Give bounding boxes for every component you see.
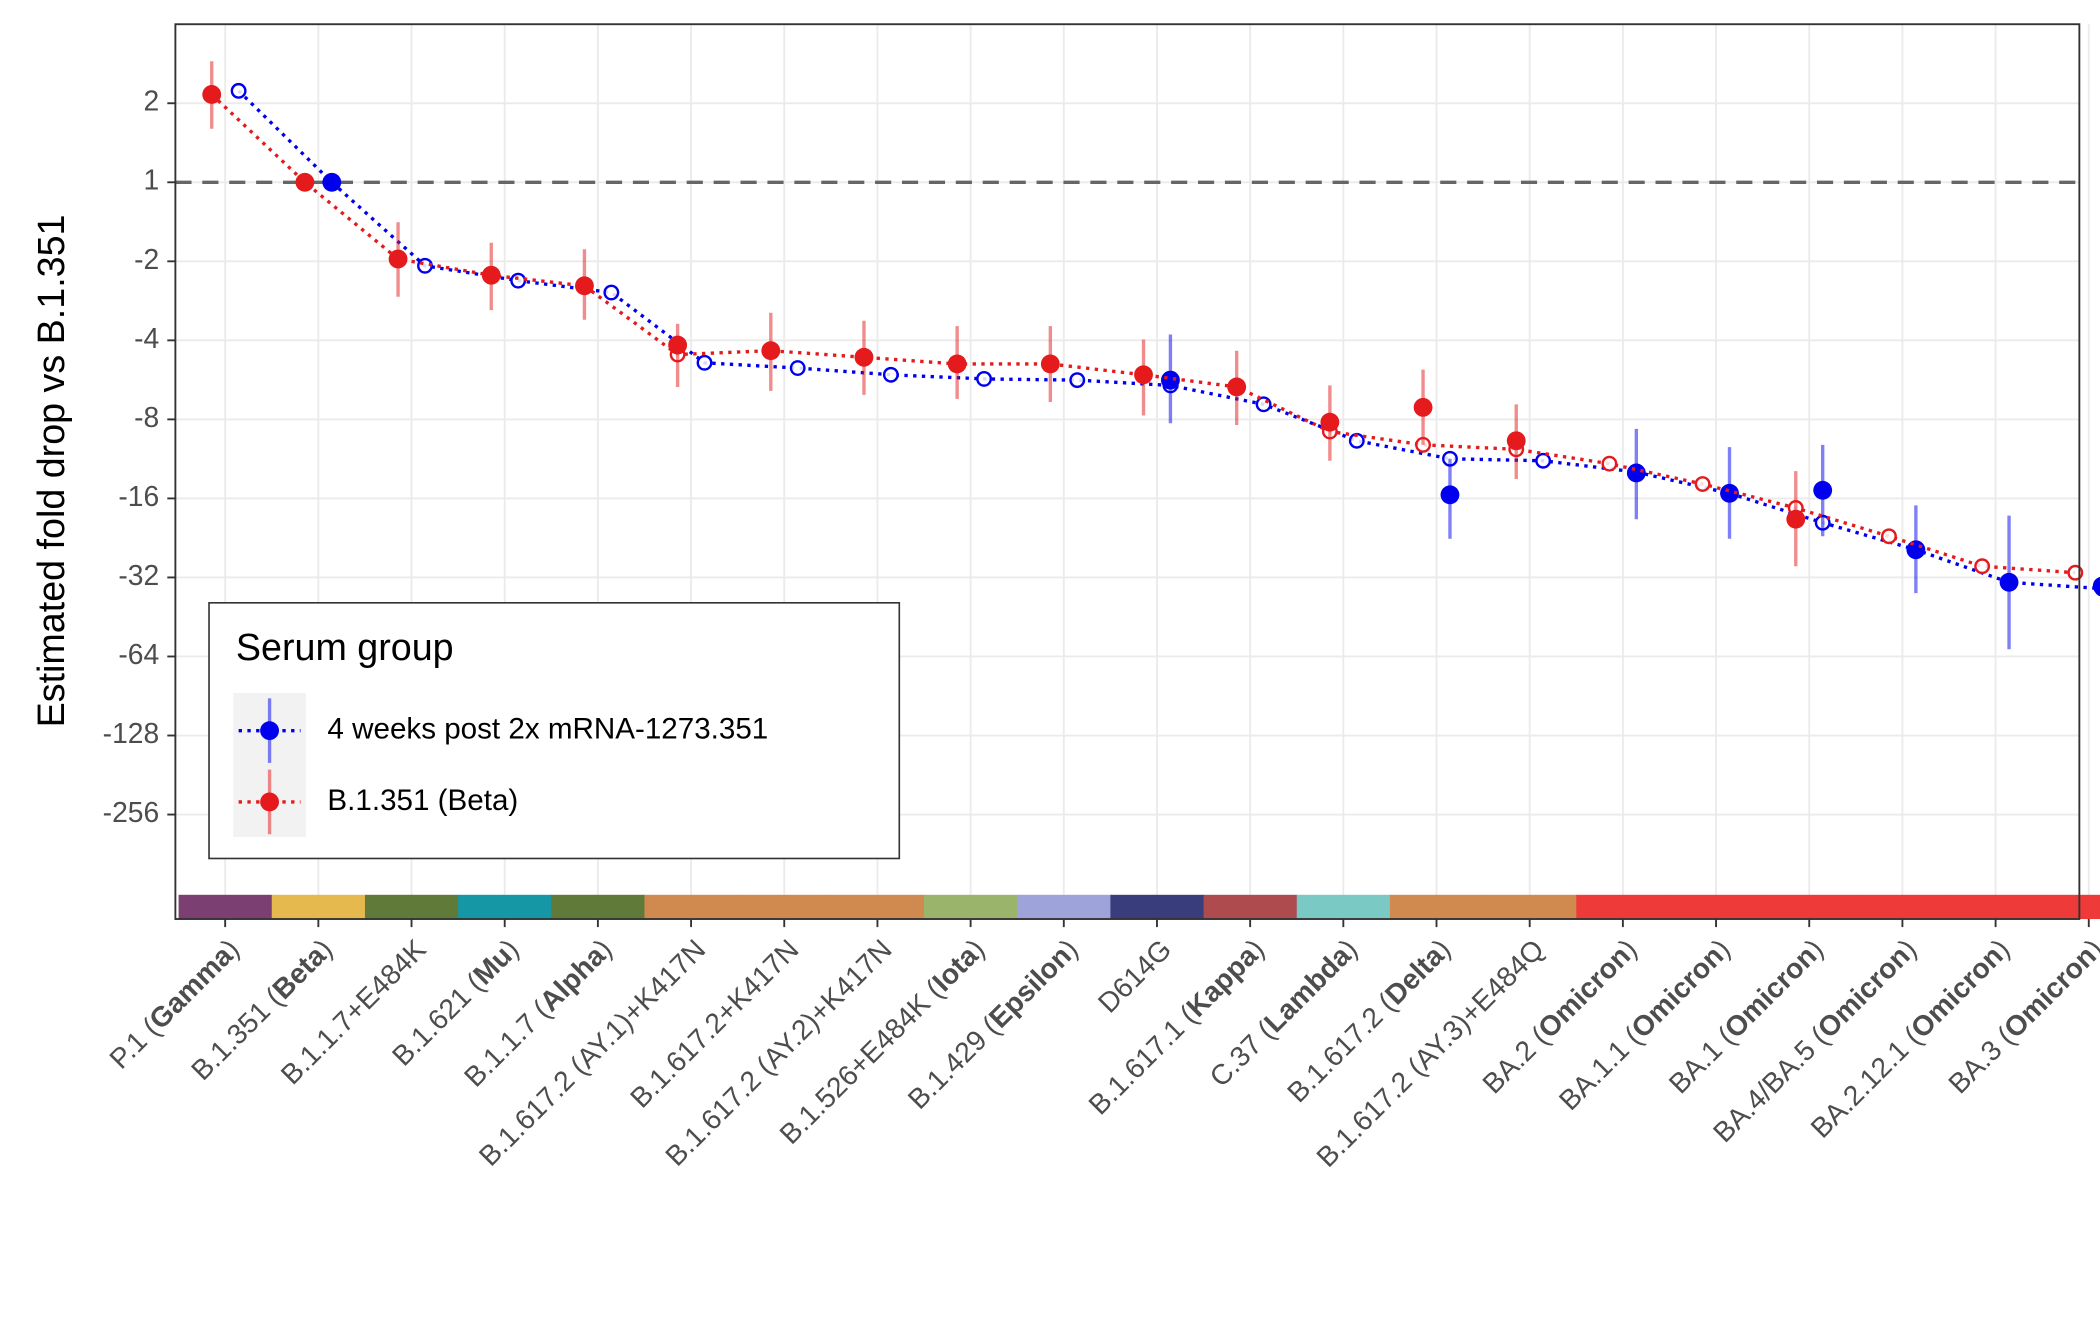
observed-point: [575, 276, 594, 296]
observed-point: [1413, 397, 1433, 417]
legend-point: [260, 721, 279, 741]
observed-point: [1906, 540, 1926, 560]
lineage-strip: [458, 894, 552, 920]
legend-point: [260, 792, 279, 812]
estimate-point: [230, 82, 247, 99]
y-tick-label: 2: [144, 85, 160, 117]
observed-point: [1040, 354, 1060, 374]
observed-point: [388, 249, 408, 269]
observed-point: [295, 172, 315, 192]
lineage-strip: [271, 894, 366, 920]
observed-point: [1161, 370, 1180, 390]
observed-point: [322, 172, 342, 192]
observed-point: [1440, 485, 1460, 505]
observed-point: [1227, 377, 1247, 397]
observed-point: [947, 354, 967, 374]
lineage-strip: [1576, 894, 1671, 920]
y-tick-label: -8: [134, 401, 159, 433]
estimate-point: [976, 370, 993, 387]
observed-point: [761, 341, 781, 361]
estimate-point: [1535, 452, 1552, 469]
lineage-strip: [737, 894, 832, 920]
lineage-strip: [1483, 894, 1577, 920]
panel-border: [174, 23, 2081, 920]
estimate-point: [882, 366, 899, 383]
lineage-strip: [1017, 894, 1112, 920]
estimate-point: [696, 354, 713, 371]
estimate-point: [603, 284, 620, 301]
y-tick-label: 1: [144, 164, 160, 196]
y-tick-label: -4: [134, 322, 159, 354]
y-tick-label: -16: [118, 480, 159, 512]
lineage-strip: [1389, 894, 1484, 920]
plot: [175, 61, 2100, 920]
y-tick-label: -128: [103, 717, 160, 749]
y-tick-label: -64: [118, 638, 159, 670]
lineage-strip: [1949, 894, 2043, 920]
y-tick-label: -2: [134, 243, 159, 275]
lineage-strip: [551, 894, 646, 920]
estimate-point: [789, 360, 806, 376]
lineage-strip: [1762, 894, 1857, 920]
observed-point: [481, 265, 501, 285]
observed-point: [1320, 412, 1340, 432]
lineage-strip: [1203, 894, 1298, 920]
lineage-strip: [830, 894, 925, 920]
lineage-strip: [1110, 894, 1205, 920]
observed-point: [1999, 572, 2019, 592]
observed-point: [1813, 480, 1833, 500]
observed-point: [1786, 509, 1806, 529]
lineage-strip: [1669, 894, 1764, 920]
estimate-point: [1255, 396, 1272, 413]
observed-point: [668, 335, 688, 355]
lineage-strip: [1855, 894, 1950, 920]
observed-point: [1626, 463, 1646, 483]
lineage-strip: [178, 894, 273, 920]
legend-box: [208, 602, 901, 860]
lineage-strip: [644, 894, 739, 920]
legend: Serum group 4 weeks post 2x mRNA-1273.35…: [208, 602, 901, 860]
observed-point: [854, 347, 874, 367]
legend-label: 4 weeks post 2x mRNA-1273.351: [327, 712, 768, 745]
estimate-point: [1694, 476, 1711, 492]
estimate-point: [1601, 455, 1618, 472]
observed-point: [1720, 483, 1739, 503]
observed-point: [1134, 365, 1153, 385]
y-tick-label: -32: [118, 559, 159, 591]
lineage-strip: [2042, 894, 2100, 920]
estimate-point: [1881, 528, 1897, 545]
observed-point: [2092, 576, 2100, 596]
legend-title: Serum group: [236, 626, 454, 668]
lineage-strip: [1296, 894, 1391, 920]
legend-label: B.1.351 (Beta): [327, 784, 518, 817]
observed-point: [1506, 431, 1526, 451]
observed-point: [202, 85, 222, 104]
y-axis-title: Estimated fold drop vs B.1.351: [30, 215, 72, 728]
estimate-point: [1974, 558, 1991, 575]
y-tick-label: -256: [103, 796, 160, 828]
lineage-strip: [364, 894, 459, 920]
estimate-point: [510, 272, 527, 289]
estimate-point: [1069, 372, 1086, 389]
lineage-strip: [924, 894, 1018, 920]
